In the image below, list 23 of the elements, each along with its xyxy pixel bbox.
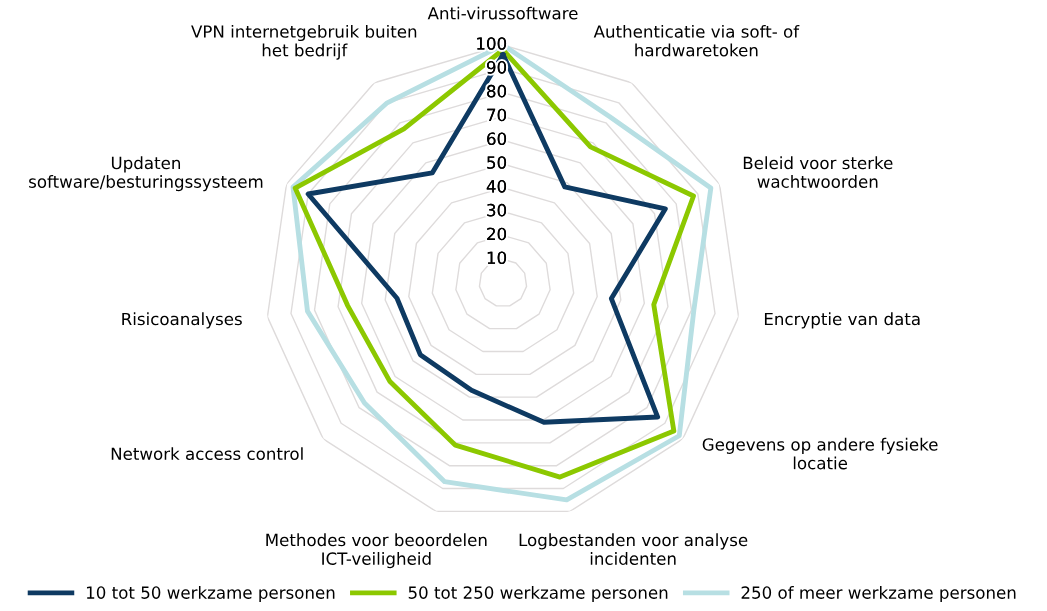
spoke-label: Updaten software/besturingssysteem — [29, 156, 263, 192]
spoke-label: VPN internetgebruik buiten het bedrijf — [191, 24, 417, 60]
spoke-label: Gegevens op andere fysieke locatie — [702, 437, 938, 470]
legend-label: 50 tot 250 werkzame personen — [408, 585, 668, 603]
y-tick-label: 80 — [487, 84, 507, 98]
spoke-label: Anti-virussoftware — [427, 6, 578, 20]
spoke-label: Risicoanalyses — [122, 312, 242, 329]
spoke-label: Encryptie van data — [764, 312, 920, 329]
y-tick-label: 100 — [477, 37, 507, 50]
spoke-label: Network access control — [111, 447, 303, 461]
y-tick-label: 20 — [487, 227, 507, 241]
y-tick-label: 70 — [487, 108, 507, 122]
y-tick-label: 30 — [487, 203, 507, 217]
y-tick-label: 40 — [486, 180, 507, 193]
spoke-label: Logbestanden voor analyse incidenten — [519, 533, 748, 565]
legend-label: 250 of meer werkzame personen — [741, 585, 1016, 603]
legend-label: 10 tot 50 werkzame personen — [86, 585, 335, 603]
spoke-label: Beleid voor sterke wachtwoorden — [743, 156, 893, 188]
y-tick-label: 50 — [487, 156, 507, 169]
y-tick-label: 10 — [487, 251, 507, 265]
y-tick-label: 60 — [487, 132, 507, 146]
spoke-label: Methodes voor beoordelen ICT-veiligheid — [266, 533, 487, 569]
spoke-label: Authenticatie via soft- of hardwaretoken — [593, 24, 800, 57]
